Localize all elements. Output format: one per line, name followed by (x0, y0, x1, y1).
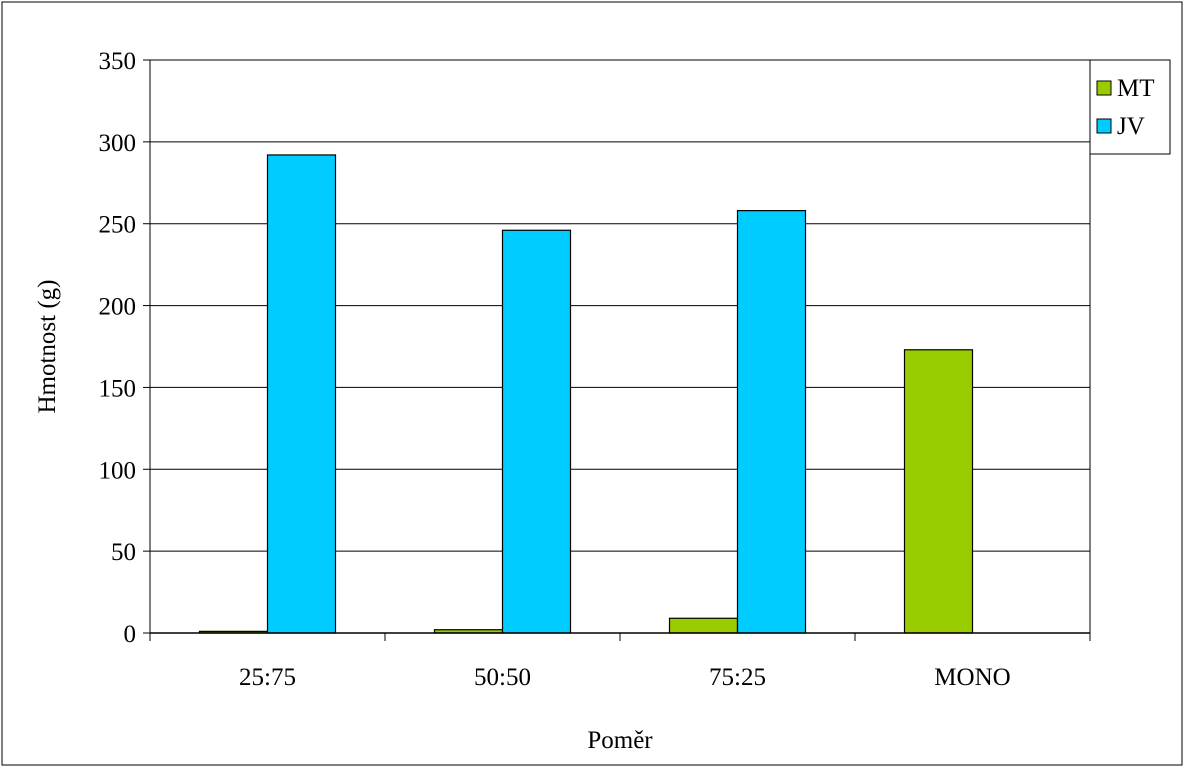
y-tick-label: 350 (99, 48, 137, 75)
x-axis-label: Poměr (587, 727, 653, 754)
bar-jv-50-50 (501, 229, 572, 634)
x-tick-label: 75:25 (709, 664, 766, 691)
legend-swatch-mt (1096, 80, 1112, 96)
x-tick-label: MONO (934, 664, 1010, 691)
axes (143, 59, 1091, 641)
y-tick-label: 250 (99, 212, 137, 239)
legend-label-jv: JV (1117, 113, 1145, 140)
legend-label-mt: MT (1117, 75, 1155, 102)
x-tick-labels: 25:75 50:50 75:25 MONO (239, 664, 1011, 691)
y-tick-label: 0 (124, 621, 137, 648)
y-axis-label: Hmotnost (g) (34, 279, 61, 413)
y-tick-label: 200 (99, 294, 137, 321)
x-tick-label: 25:75 (239, 664, 296, 691)
legend-box (1089, 59, 1171, 155)
bar-mt-75-25 (668, 617, 739, 634)
y-tick-label: 50 (111, 539, 136, 566)
bars (198, 154, 974, 634)
y-tick-label: 300 (99, 130, 137, 157)
legend-swatch-jv (1096, 118, 1112, 134)
y-tick-label: 100 (99, 457, 137, 484)
bar-jv-25-75 (266, 154, 337, 634)
bar-jv-75-25 (736, 210, 807, 634)
legend: MT JV (1089, 59, 1171, 155)
y-tick-labels: 0 50 100 150 200 250 300 350 (99, 48, 137, 648)
bar-mt-mono (903, 349, 974, 634)
y-tick-label: 150 (99, 375, 137, 402)
x-tick-label: 50:50 (474, 664, 531, 691)
